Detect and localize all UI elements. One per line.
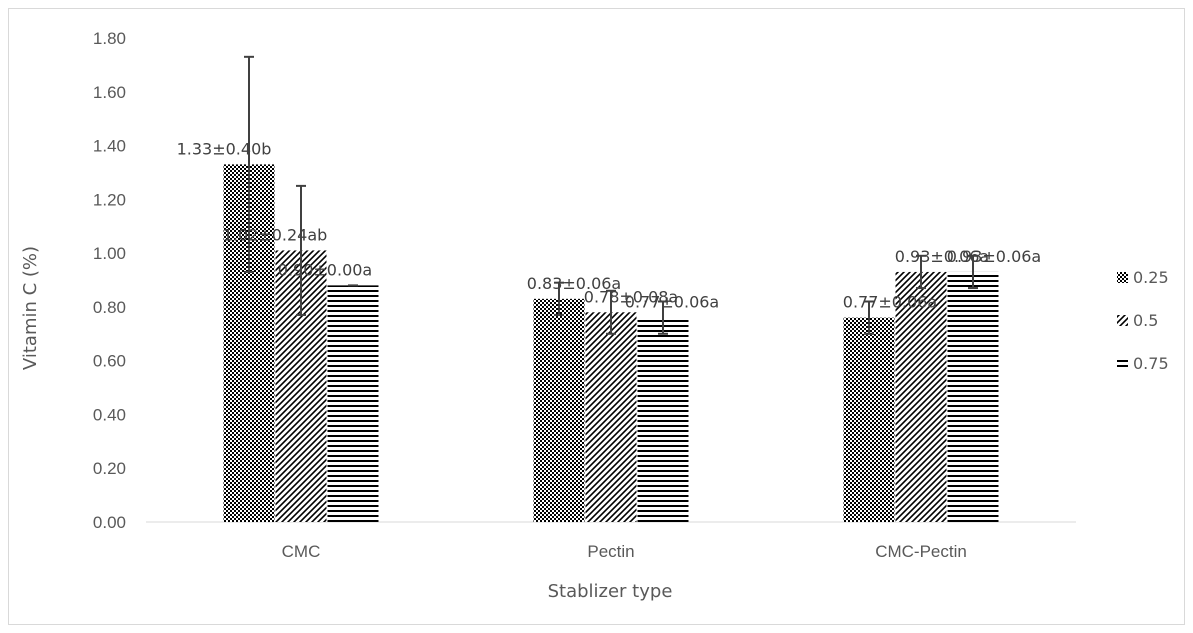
data-label: 0.90±0.00a xyxy=(278,260,372,279)
bar-pectin-0.5 xyxy=(585,312,637,522)
legend-label: 0.5 xyxy=(1133,311,1158,330)
data-label: 0.93±0.06a xyxy=(895,247,989,266)
x-axis: CMC Pectin CMC-Pectin xyxy=(146,521,1076,561)
bar-cmc-pectin-0.5 xyxy=(895,271,947,522)
data-labels: 1.33±0.40b 1.02±0.24ab 0.90±0.00a 0.83±0.06… xyxy=(177,139,1042,311)
data-label: 0.93±0.06a xyxy=(947,247,1041,266)
bar-pectin-0.75 xyxy=(637,317,689,522)
data-label: 0.77±0.06a xyxy=(843,293,937,312)
bar-cmc-0.75 xyxy=(327,285,379,522)
y-tick-label: 0.00 xyxy=(93,513,126,532)
data-label: 0.78±0.08a xyxy=(584,287,678,306)
y-tick-label: 1.20 xyxy=(93,190,126,209)
data-label: 1.02±0.24ab xyxy=(223,225,328,244)
legend-label: 0.25 xyxy=(1133,268,1169,287)
y-tick-label: 1.40 xyxy=(93,137,126,156)
y-tick-label: 1.80 xyxy=(93,29,126,48)
bar-pectin-0.25 xyxy=(533,298,585,522)
x-tick-label: Pectin xyxy=(587,542,634,561)
y-tick-label: 1.60 xyxy=(93,83,126,102)
x-axis-title: Stablizer type xyxy=(548,581,673,602)
data-label: 0.83±0.06a xyxy=(527,274,621,293)
legend-swatch-0.75 xyxy=(1117,358,1128,369)
y-tick-label: 0.40 xyxy=(93,405,126,424)
bar-series xyxy=(223,164,999,522)
error-bars xyxy=(244,55,978,335)
y-tick-label: 0.80 xyxy=(93,298,126,317)
y-axis-title: Vitamin C (%) xyxy=(20,246,41,370)
data-label: 0.77±0.06a xyxy=(625,293,719,312)
y-tick-label: 0.20 xyxy=(93,459,126,478)
legend-swatch-0.25 xyxy=(1117,272,1128,283)
y-axis: 0.00 0.20 0.40 0.60 0.80 1.00 1.20 1.40 1.60 1.80 xyxy=(93,29,126,532)
legend-swatch-0.5 xyxy=(1117,315,1128,326)
legend: 0.25 0.5 0.75 xyxy=(1117,268,1169,373)
data-label: 1.33±0.40b xyxy=(177,139,272,158)
y-tick-label: 0.60 xyxy=(93,352,126,371)
x-tick-label: CMC-Pectin xyxy=(875,542,967,561)
bar-cmc-pectin-0.75 xyxy=(947,271,999,522)
bar-cmc-pectin-0.25 xyxy=(843,317,895,522)
legend-label: 0.75 xyxy=(1133,354,1169,373)
y-tick-label: 1.00 xyxy=(93,244,126,263)
x-tick-label: CMC xyxy=(282,542,321,561)
